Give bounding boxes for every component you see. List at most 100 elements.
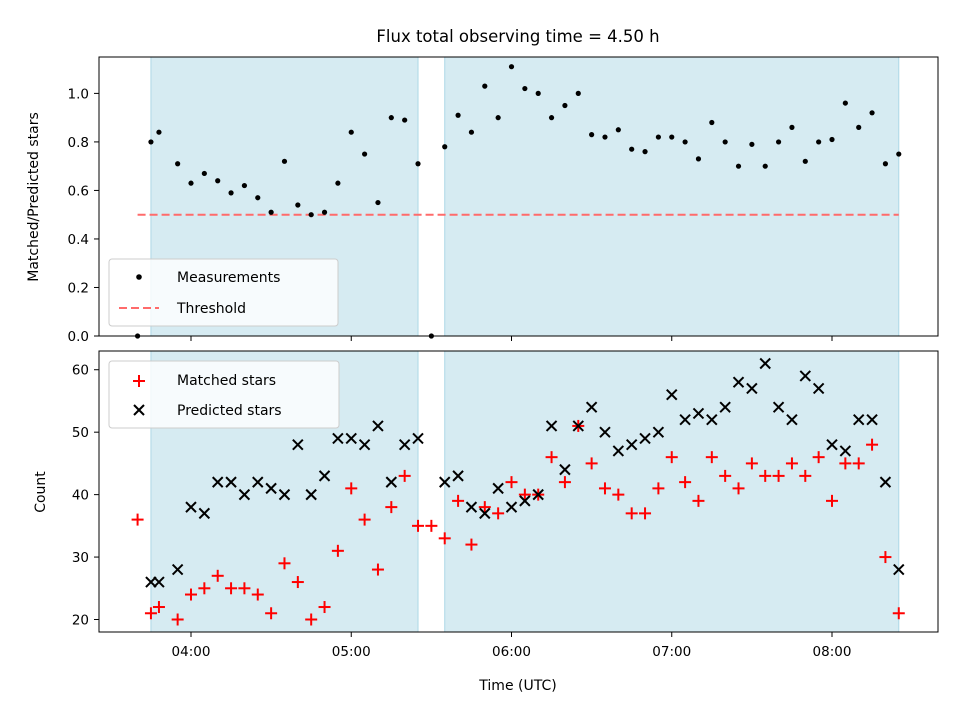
matched-star-point: [759, 469, 772, 482]
matched-star-point: [358, 513, 371, 526]
matched-star-point: [558, 476, 571, 489]
measurement-point: [749, 141, 755, 147]
predicted-star-point: [265, 482, 277, 495]
predicted-star-point: [492, 482, 504, 495]
predicted-star-point: [439, 476, 451, 488]
predicted-star-point: [198, 507, 211, 520]
y-tick-label: 0.2: [68, 280, 89, 296]
predicted-star-point: [839, 445, 852, 457]
y-tick-label: 0.8: [68, 135, 89, 151]
matched-star-point: [785, 457, 798, 470]
predicted-star-point: [212, 476, 224, 488]
matched-star-point: [371, 563, 384, 576]
predicted-star-point: [732, 376, 745, 388]
measurement-point: [575, 90, 581, 96]
measurement-point: [869, 110, 875, 116]
matched-star-point: [732, 482, 745, 495]
measurement-point: [468, 129, 475, 135]
measurement-point: [896, 151, 902, 157]
predicted-star-point: [225, 476, 237, 488]
predicted-star-point: [305, 488, 317, 501]
measurement-point: [308, 212, 314, 218]
measurement-point: [495, 115, 501, 121]
measurement-point: [842, 100, 848, 106]
x-tick-label: 08:00: [813, 644, 852, 660]
measurement-point: [802, 158, 808, 164]
matched-star-point: [398, 469, 411, 482]
y-tick-label: 50: [72, 425, 89, 441]
predicted-star-point: [505, 501, 518, 513]
predicted-star-point: [185, 501, 197, 513]
measurement-point: [362, 151, 368, 157]
measurement-point: [455, 112, 461, 118]
predicted-star-point: [532, 488, 544, 501]
measurement-point: [482, 83, 488, 89]
predicted-star-point: [559, 463, 571, 476]
matched-star-point: [745, 457, 758, 470]
measurement-point: [655, 134, 661, 140]
predicted-star-point: [719, 401, 731, 413]
predicted-stars-legend-marker: [133, 404, 145, 416]
predicted-star-point: [879, 476, 892, 488]
matched-star-point: [345, 482, 358, 495]
predicted-star-point: [853, 413, 865, 426]
predicted-star-point: [572, 420, 584, 432]
predicted-star-point: [679, 413, 691, 426]
predicted-star-point: [372, 420, 384, 432]
matched-star-point: [331, 544, 344, 557]
bottom-x-ticks: 04:00 05:00 06:00 07:00 08:00: [172, 632, 852, 660]
matched-star-point: [585, 457, 598, 470]
measurement-point: [508, 64, 515, 70]
predicted-star-point: [666, 389, 678, 401]
matched-star-point: [425, 519, 438, 532]
matched-star-point: [692, 494, 705, 507]
top-axes-frame: [98, 56, 939, 337]
chart-title: Flux total observing time = 4.50 h: [376, 27, 659, 46]
matched-star-point: [852, 457, 865, 470]
threshold-legend-label: Threshold: [176, 301, 246, 317]
matched-star-point: [612, 488, 625, 501]
measurement-point: [829, 136, 835, 143]
matched-star-point: [251, 588, 264, 601]
predicted-star-point: [639, 432, 651, 445]
shaded-interval: [444, 56, 900, 337]
matched-star-point: [412, 519, 425, 532]
top-legend-box: [108, 258, 339, 327]
matched-star-point: [665, 451, 678, 464]
matched-star-point: [278, 557, 291, 570]
matched-star-point: [305, 613, 318, 626]
predicted-star-point: [345, 432, 357, 445]
matched-star-point: [318, 601, 331, 614]
predicted-star-point: [171, 563, 184, 576]
predicted-star-point: [625, 438, 638, 451]
measurements-series: [134, 64, 902, 339]
matched-star-point: [625, 507, 638, 520]
matched-star-point: [152, 601, 165, 614]
predicted-star-point: [278, 488, 291, 501]
matched-star-point: [799, 469, 812, 482]
matched-star-point: [171, 613, 184, 626]
matched-stars-series: [131, 419, 905, 626]
predicted-star-point: [585, 401, 598, 413]
predicted-star-point: [479, 507, 491, 520]
predicted-star-point: [412, 432, 424, 445]
measurement-point: [562, 102, 568, 109]
matched-star-point: [211, 569, 224, 582]
top-legend: Measurements Threshold: [108, 258, 339, 327]
y-tick-label: 40: [72, 488, 89, 504]
y-tick-label: 60: [72, 363, 89, 379]
predicted-stars-series: [145, 357, 905, 588]
predicted-star-point: [465, 501, 478, 513]
matched-star-point: [238, 582, 251, 595]
predicted-star-point: [692, 407, 705, 420]
matched-star-point: [545, 451, 558, 464]
y-tick-label: 0.0: [68, 329, 89, 345]
measurement-point: [215, 178, 221, 184]
measurement-point: [415, 161, 421, 167]
predicted-star-point: [599, 426, 611, 438]
matched-star-point: [478, 501, 491, 514]
matched-star-point: [839, 457, 852, 470]
measurement-point: [816, 139, 822, 145]
matched-star-point: [679, 476, 692, 489]
measurement-point: [762, 163, 768, 169]
